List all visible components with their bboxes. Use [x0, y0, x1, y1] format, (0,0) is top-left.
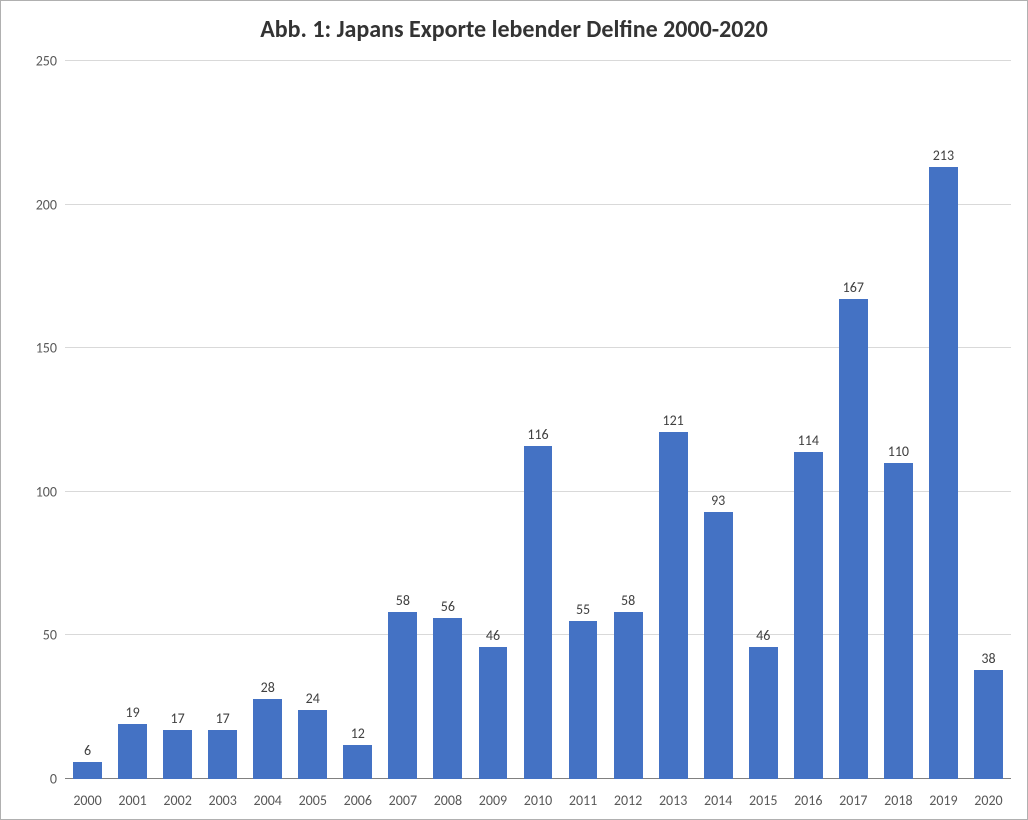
- bar-value-label: 46: [486, 629, 500, 643]
- bar-value-label: 38: [981, 652, 995, 666]
- bar-slot: 38: [966, 61, 1011, 779]
- bar-slot: 46: [741, 61, 786, 779]
- x-tick-label: 2020: [966, 792, 1011, 809]
- x-tick-label: 2014: [696, 792, 741, 809]
- bar-value-label: 56: [441, 600, 455, 614]
- bar: [929, 167, 958, 779]
- bar-value-label: 24: [306, 692, 320, 706]
- bar-slot: 110: [876, 61, 921, 779]
- bar: [794, 452, 823, 779]
- bar-value-label: 6: [84, 744, 91, 758]
- bar-value-label: 114: [798, 434, 819, 448]
- bar: [208, 730, 237, 779]
- bar: [343, 745, 372, 779]
- x-tick-label: 2004: [245, 792, 290, 809]
- x-tick-label: 2015: [741, 792, 786, 809]
- bar-slot: 55: [561, 61, 606, 779]
- y-tick-label: 50: [43, 627, 57, 644]
- bar: [479, 647, 508, 779]
- bar-slot: 121: [651, 61, 696, 779]
- y-tick-label: 0: [50, 771, 57, 788]
- bar: [659, 432, 688, 780]
- x-tick-label: 2012: [606, 792, 651, 809]
- bar-value-label: 116: [527, 428, 548, 442]
- bar: [749, 647, 778, 779]
- x-tick-label: 2013: [651, 792, 696, 809]
- chart-container: Abb. 1: Japans Exporte lebender Delfine …: [0, 0, 1028, 820]
- bar-slot: 213: [921, 61, 966, 779]
- x-tick-label: 2007: [380, 792, 425, 809]
- bar: [974, 670, 1003, 779]
- y-tick-label: 100: [36, 483, 57, 500]
- x-tick-label: 2016: [786, 792, 831, 809]
- x-axis-labels: 2000200120022003200420052006200720082009…: [65, 792, 1011, 809]
- bar: [388, 612, 417, 779]
- bar: [884, 463, 913, 779]
- bar: [569, 621, 598, 779]
- bar-value-label: 46: [756, 629, 770, 643]
- bar-value-label: 17: [171, 712, 185, 726]
- bar-slot: 56: [425, 61, 470, 779]
- x-tick-label: 2001: [110, 792, 155, 809]
- x-tick-label: 2017: [831, 792, 876, 809]
- x-tick-label: 2018: [876, 792, 921, 809]
- bar: [163, 730, 192, 779]
- bar-value-label: 28: [261, 681, 275, 695]
- bar-value-label: 12: [351, 727, 365, 741]
- x-tick-label: 2005: [290, 792, 335, 809]
- bar-value-label: 121: [662, 414, 683, 428]
- bar: [433, 618, 462, 779]
- x-tick-label: 2019: [921, 792, 966, 809]
- bar-value-label: 110: [888, 445, 909, 459]
- bar-slot: 116: [515, 61, 560, 779]
- x-tick-label: 2006: [335, 792, 380, 809]
- bar-slot: 167: [831, 61, 876, 779]
- bar-slot: 17: [200, 61, 245, 779]
- bar-value-label: 93: [711, 494, 725, 508]
- bar-slot: 28: [245, 61, 290, 779]
- bar-slot: 93: [696, 61, 741, 779]
- bar-value-label: 19: [125, 706, 139, 720]
- bar-slot: 46: [470, 61, 515, 779]
- bar-value-label: 58: [396, 594, 410, 608]
- bar: [839, 299, 868, 779]
- chart-title: Abb. 1: Japans Exporte lebender Delfine …: [1, 1, 1027, 50]
- plot-area: 0501001502002506191717282412585646116555…: [65, 61, 1011, 779]
- bar-slot: 12: [335, 61, 380, 779]
- bar-slot: 24: [290, 61, 335, 779]
- bar-value-label: 213: [933, 149, 954, 163]
- bar: [614, 612, 643, 779]
- bar-value-label: 55: [576, 603, 590, 617]
- x-tick-label: 2009: [470, 792, 515, 809]
- x-tick-label: 2008: [425, 792, 470, 809]
- y-tick-label: 200: [36, 196, 57, 213]
- bar: [118, 724, 147, 779]
- y-tick-label: 250: [36, 53, 57, 70]
- bar: [253, 699, 282, 779]
- bar: [524, 446, 553, 779]
- bar-slot: 17: [155, 61, 200, 779]
- y-tick-label: 150: [36, 340, 57, 357]
- bar-value-label: 167: [843, 281, 864, 295]
- x-tick-label: 2010: [515, 792, 560, 809]
- bar-value-label: 58: [621, 594, 635, 608]
- x-tick-label: 2000: [65, 792, 110, 809]
- x-tick-label: 2011: [561, 792, 606, 809]
- x-tick-label: 2002: [155, 792, 200, 809]
- bar: [704, 512, 733, 779]
- bar-slot: 19: [110, 61, 155, 779]
- bar-slot: 58: [380, 61, 425, 779]
- bar-value-label: 17: [216, 712, 230, 726]
- bar: [298, 710, 327, 779]
- bars-row: 6 19 17 17 28 24 12 58 56 46 116 55 58 121 93 46 114 167 1…: [65, 61, 1011, 779]
- bar: [73, 762, 102, 779]
- bar-slot: 58: [606, 61, 651, 779]
- bar-slot: 114: [786, 61, 831, 779]
- bar-slot: 6: [65, 61, 110, 779]
- x-tick-label: 2003: [200, 792, 245, 809]
